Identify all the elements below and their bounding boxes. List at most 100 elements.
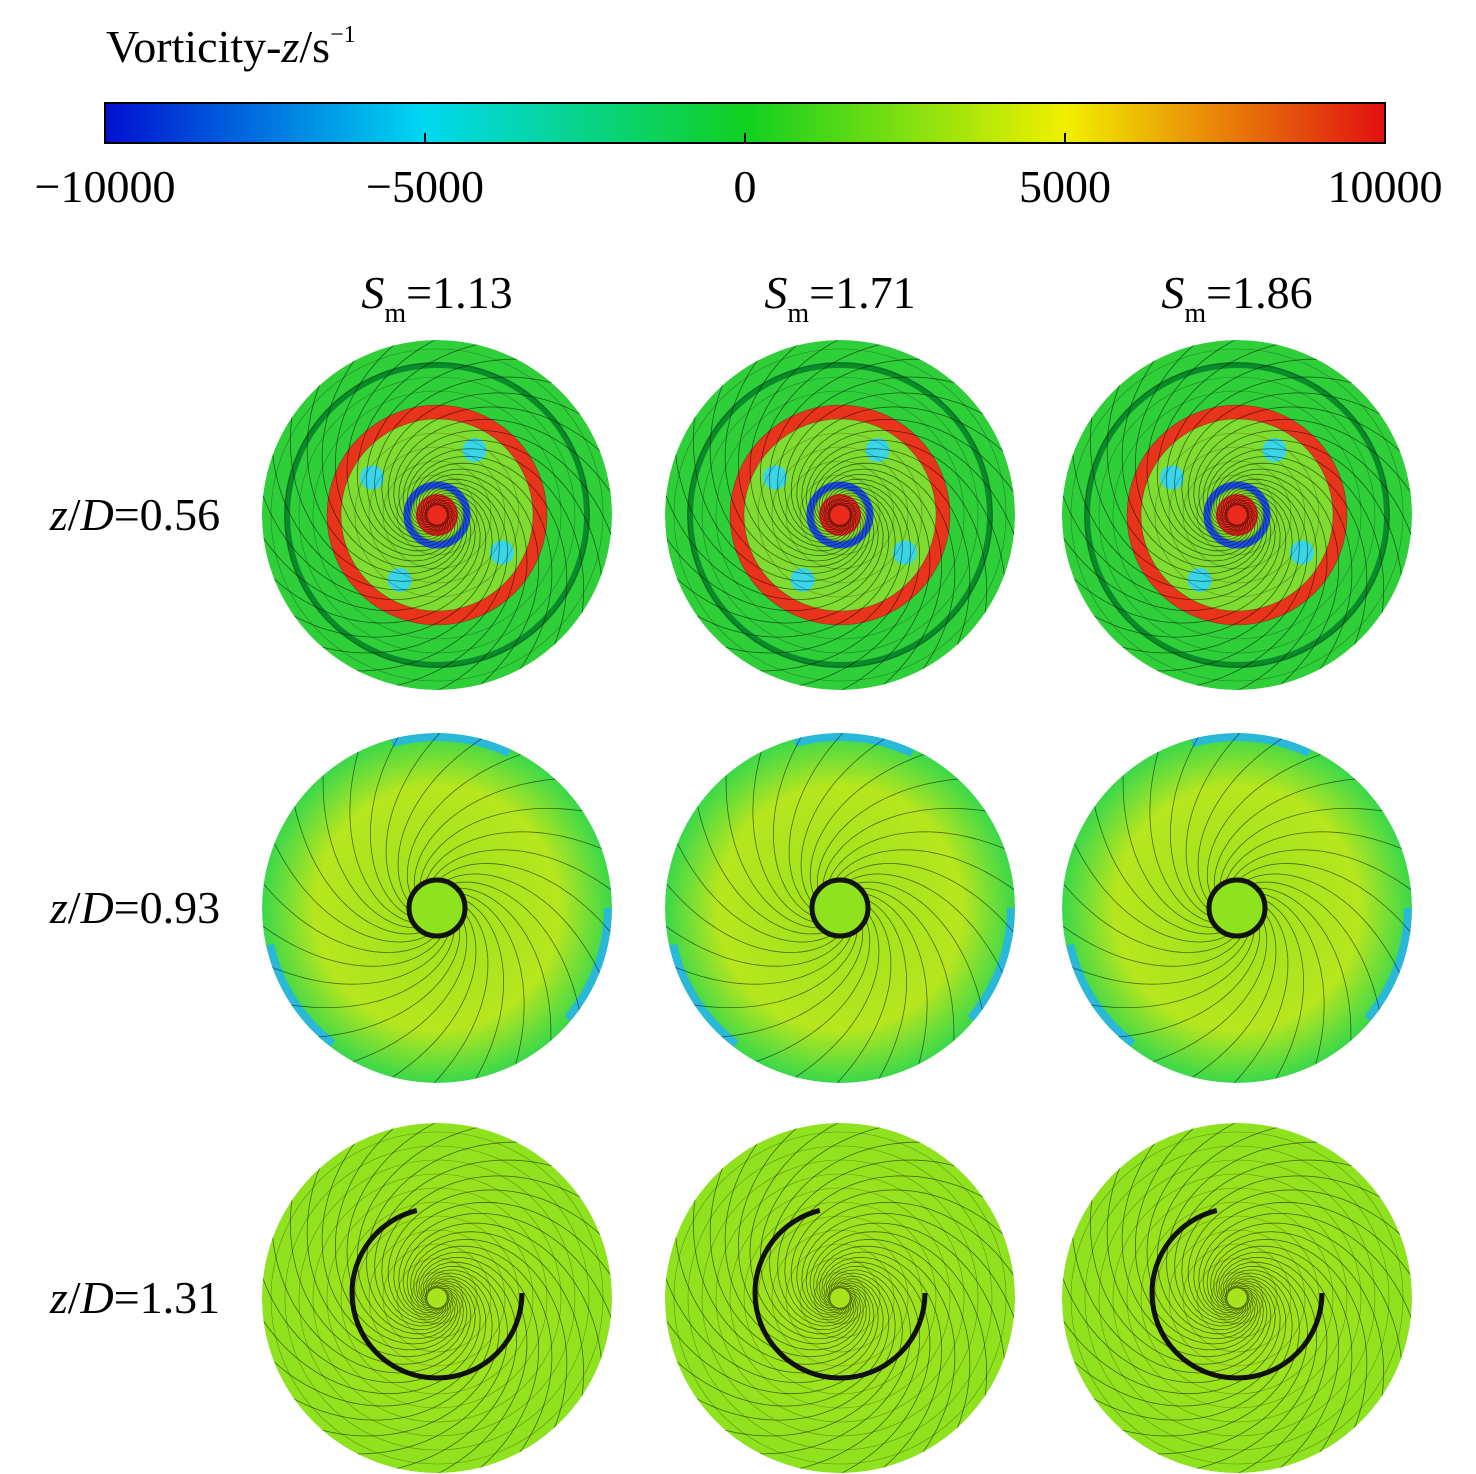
streamline [818, 1251, 942, 1473]
streamline [346, 340, 477, 557]
streamline [796, 418, 1015, 535]
edge [665, 733, 1015, 1083]
streamline [369, 733, 429, 916]
streamline [1185, 733, 1281, 909]
streamline [709, 345, 867, 575]
colorbar-title: Vorticity-z/s−1 [106, 21, 356, 72]
streamline-ring [1210, 488, 1264, 542]
streamline [800, 733, 933, 902]
streamline [356, 340, 521, 552]
slash: / [68, 489, 81, 540]
cyan-blob [1160, 465, 1185, 490]
tick-label: −10000 [35, 161, 176, 212]
streamline [426, 831, 612, 881]
title-text: Vorticity- [106, 21, 281, 72]
streamline [1156, 1123, 1321, 1335]
streamline [818, 468, 942, 690]
streamline-ring [827, 502, 853, 528]
streamline-ring [1140, 418, 1334, 612]
streamline [784, 392, 1015, 541]
streamline [777, 1159, 997, 1327]
symbol: S [764, 267, 787, 318]
streamline [393, 1201, 612, 1318]
streamline [406, 448, 584, 656]
streamline [1062, 1278, 1281, 1395]
streamline [1146, 1123, 1277, 1340]
streamline [665, 890, 844, 967]
disc [262, 1123, 612, 1473]
streamline-ring [1182, 460, 1292, 570]
streamline [262, 489, 493, 638]
streamline [809, 448, 987, 656]
streamline [1187, 1189, 1412, 1321]
streamline-ring [1168, 1229, 1306, 1367]
streamline [1197, 473, 1328, 690]
streamline [805, 439, 1007, 620]
streamline-ring [1168, 446, 1306, 584]
streamline [385, 733, 481, 909]
streamline [374, 1159, 594, 1327]
streamline [738, 1123, 862, 1345]
streamline [1245, 900, 1305, 1083]
streamline-ring [1154, 1215, 1320, 1381]
row-label: z/D=0.93 [49, 882, 220, 933]
streamline [790, 406, 1015, 538]
streamline [665, 1272, 896, 1421]
streamline [262, 935, 448, 985]
streamline [402, 439, 604, 620]
streamline [1174, 1159, 1394, 1327]
streamline [410, 1238, 568, 1468]
streamline [410, 455, 568, 685]
streamline [665, 492, 890, 624]
streamline [262, 495, 481, 612]
streamline [321, 1123, 461, 1351]
streamline-ring [284, 362, 590, 668]
title-exponent: −1 [330, 22, 356, 48]
streamline-ring [424, 502, 450, 528]
streamline-ring [1224, 502, 1250, 528]
streamline-ring [326, 404, 548, 626]
streamline [693, 374, 871, 582]
streamline [769, 1141, 964, 1331]
streamline-ring [743, 1201, 937, 1395]
streamline [1202, 1222, 1404, 1403]
streamline [1146, 340, 1277, 557]
value: =1.13 [406, 267, 512, 318]
streamline [1153, 1261, 1318, 1473]
streamline [809, 1231, 987, 1439]
streamline [415, 468, 539, 690]
disc [1062, 1123, 1412, 1473]
streamline-ring [1084, 1145, 1390, 1451]
core [1206, 877, 1268, 939]
streamline-ring [270, 1131, 604, 1465]
title-unit: /s [299, 21, 330, 72]
streamline [402, 1222, 604, 1403]
streamline [1187, 406, 1412, 538]
streamline [397, 473, 528, 690]
streamline [306, 1128, 464, 1358]
contour-plot [262, 733, 612, 1083]
streamline [1206, 448, 1384, 656]
streamline [1193, 907, 1289, 1083]
streamline [356, 1123, 521, 1335]
streamline [769, 358, 964, 548]
symbol: z [49, 489, 68, 540]
streamline [1210, 455, 1368, 685]
streamline [801, 429, 1015, 577]
streamline [749, 340, 880, 557]
streamline [262, 1236, 476, 1384]
streamline [1144, 914, 1277, 1083]
cyan-blob [892, 540, 917, 565]
value: =0.56 [114, 489, 220, 540]
disc [665, 1123, 1015, 1473]
streamline [800, 1256, 931, 1473]
tick-label: 5000 [1019, 161, 1111, 212]
streamline [1174, 376, 1394, 544]
streamline [1121, 340, 1261, 568]
streamline [1233, 849, 1412, 926]
slash: / [68, 882, 81, 933]
streamline [1156, 340, 1321, 552]
streamline-ring [410, 1271, 464, 1325]
streamline [1062, 495, 1281, 612]
